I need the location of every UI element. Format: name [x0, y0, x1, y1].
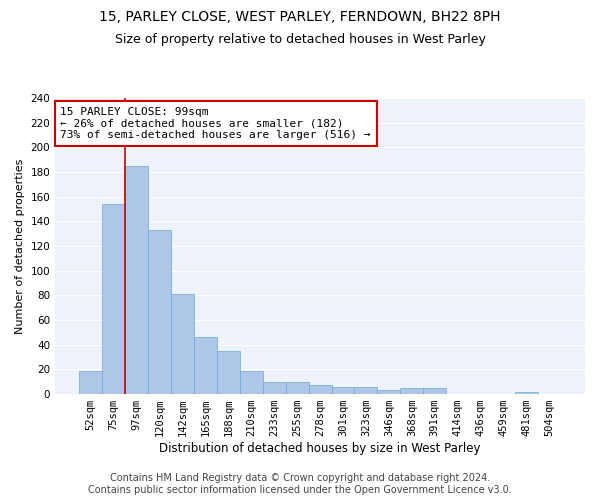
Bar	[423, 388, 446, 394]
Bar	[148, 230, 171, 394]
Bar	[125, 166, 148, 394]
Bar	[194, 338, 217, 394]
Bar	[332, 386, 355, 394]
Bar	[79, 370, 102, 394]
Bar	[240, 370, 263, 394]
Bar	[308, 386, 332, 394]
Bar	[400, 388, 423, 394]
Bar	[377, 390, 400, 394]
Bar	[515, 392, 538, 394]
X-axis label: Distribution of detached houses by size in West Parley: Distribution of detached houses by size …	[160, 442, 481, 455]
Text: 15, PARLEY CLOSE, WEST PARLEY, FERNDOWN, BH22 8PH: 15, PARLEY CLOSE, WEST PARLEY, FERNDOWN,…	[99, 10, 501, 24]
Bar	[263, 382, 286, 394]
Text: Size of property relative to detached houses in West Parley: Size of property relative to detached ho…	[115, 32, 485, 46]
Bar	[286, 382, 308, 394]
Text: Contains HM Land Registry data © Crown copyright and database right 2024.
Contai: Contains HM Land Registry data © Crown c…	[88, 474, 512, 495]
Bar	[217, 351, 240, 394]
Bar	[102, 204, 125, 394]
Text: 15 PARLEY CLOSE: 99sqm
← 26% of detached houses are smaller (182)
73% of semi-de: 15 PARLEY CLOSE: 99sqm ← 26% of detached…	[61, 107, 371, 140]
Bar	[171, 294, 194, 394]
Bar	[355, 386, 377, 394]
Y-axis label: Number of detached properties: Number of detached properties	[15, 158, 25, 334]
